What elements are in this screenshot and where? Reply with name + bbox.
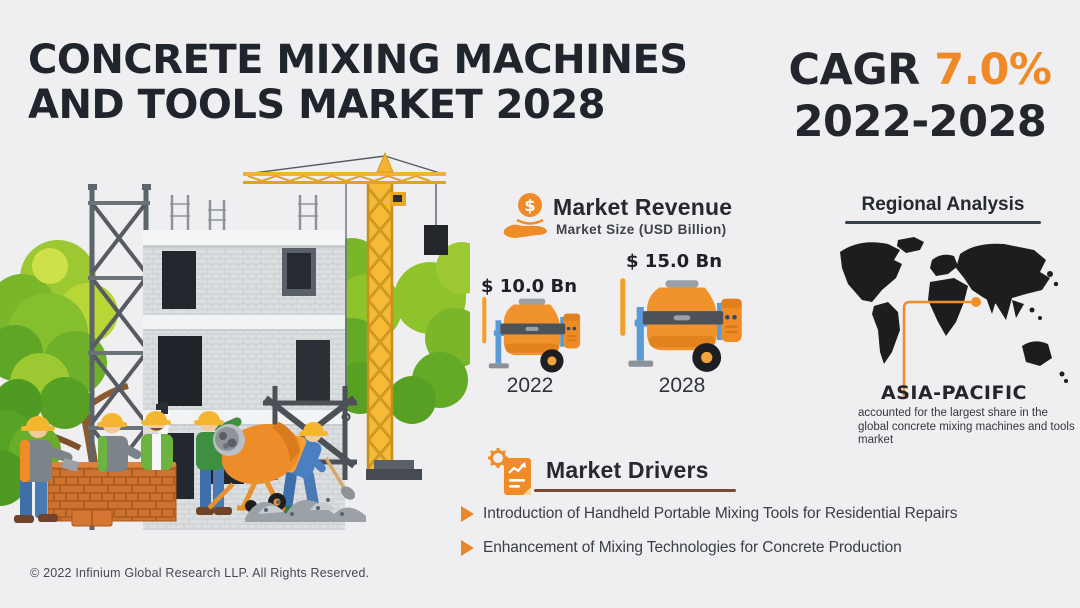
region-name: ASIA-PACIFIC (881, 382, 1027, 404)
mixer-icon-2028 (620, 272, 744, 375)
cagr-line: CAGR 7.0% (770, 44, 1070, 96)
cagr-period: 2022-2028 (793, 97, 1047, 147)
year-label-2022: 2022 (506, 374, 554, 397)
roof-rebar (170, 195, 318, 230)
driver-item: Enhancement of Mixing Technologies for C… (461, 537, 1061, 559)
world-map (840, 237, 1068, 396)
worker-behind-wall (97, 413, 142, 472)
bullet-triangle-icon (461, 506, 474, 522)
cagr-block: CAGR 7.0% 2022-2028 (770, 44, 1070, 148)
driver-text: Enhancement of Mixing Technologies for C… (483, 539, 902, 556)
page-title: CONCRETE MIXING MACHINES AND TOOLS MARKE… (28, 38, 728, 128)
region-pointer-dot (971, 297, 981, 307)
market-revenue-title: Market Revenue (553, 194, 733, 220)
construction-site-illustration (0, 151, 470, 530)
page-title-line1: CONCRETE MIXING MACHINES (28, 37, 688, 83)
year-label-2028: 2028 (658, 374, 706, 397)
market-value-2028: $ 15.0 Bn (626, 251, 723, 272)
driver-text: Introduction of Handheld Portable Mixing… (483, 505, 958, 522)
dollar-hand-icon: $ (504, 193, 547, 238)
coin-dollar-glyph: $ (524, 196, 535, 215)
gravel-piles (245, 498, 366, 522)
region-description: accounted for the largest share in the g… (858, 407, 1075, 446)
brick-wall (47, 462, 177, 527)
driver-item: Introduction of Handheld Portable Mixing… (461, 503, 1061, 525)
mixer-icon-2022 (482, 292, 582, 375)
crane-hook-block (424, 225, 448, 255)
market-drivers-title: Market Drivers (546, 457, 709, 483)
regional-analysis-title: Regional Analysis (861, 194, 1025, 215)
cagr-value: 7.0% (934, 45, 1052, 95)
worker-with-brick (14, 416, 80, 523)
tower-crane (243, 151, 448, 480)
regional-analysis-underline (845, 221, 1041, 224)
region-pointer-line (902, 300, 971, 396)
market-drivers-underline (534, 489, 736, 492)
page-title-line2: AND TOOLS MARKET 2028 (28, 82, 606, 128)
copyright-text: © 2022 Infinium Global Research LLP. All… (30, 566, 370, 580)
cagr-label: CAGR (788, 45, 921, 95)
worker-with-drill (141, 402, 173, 470)
bullet-triangle-icon (461, 540, 474, 556)
market-revenue-subtitle: Market Size (USD Billion) (556, 222, 727, 237)
gear-document-icon (488, 448, 531, 495)
market-value-2022: $ 10.0 Bn (481, 276, 578, 297)
